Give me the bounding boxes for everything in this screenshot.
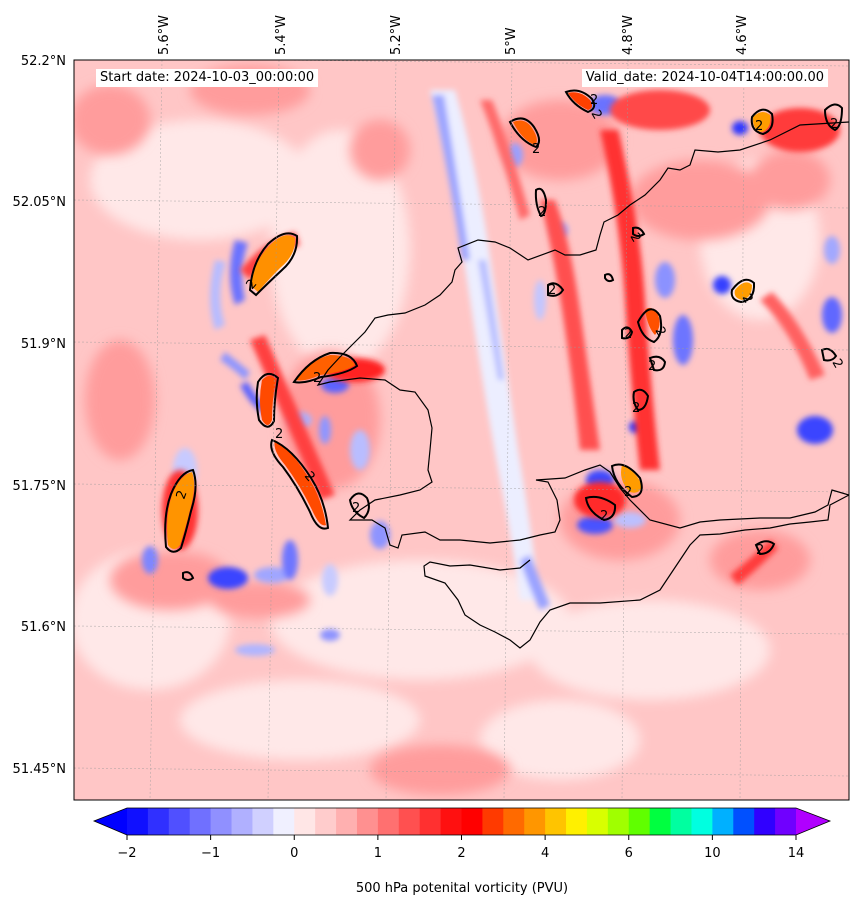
contour-label: 2 — [352, 501, 360, 516]
lat-labels: 52.2°N 52.05°N 51.9°N 51.75°N 51.6°N 51.… — [13, 54, 66, 777]
colorbar-cell — [754, 808, 776, 835]
lon-label: 5.2°W — [389, 15, 404, 55]
colorbar-tick-label: −1 — [201, 846, 220, 861]
colorbar-cell — [628, 808, 651, 835]
contour-label: 2 — [648, 359, 656, 374]
colorbar-tick-label: 6 — [625, 846, 633, 861]
contour-label: 2 — [624, 327, 632, 342]
colorbar-tick-label: 0 — [290, 846, 298, 861]
map-panel: 2 2 2 2 2 2 2 2 2 2 2 2 2 2 2 2 2 2 2 2 … — [74, 60, 849, 800]
contour-label: 2 — [532, 142, 540, 157]
colorbar-cell — [336, 808, 358, 835]
colorbar-ticks: −2 −1 0 1 2 4 6 10 14 — [117, 835, 804, 861]
lon-label: 4.8°W — [621, 15, 636, 55]
contour-label: 2 — [755, 119, 763, 134]
colorbar-cell — [189, 808, 212, 835]
colorbar-tick-label: 4 — [541, 846, 549, 861]
colorbar-cell — [607, 808, 630, 835]
colorbar-cell — [775, 808, 797, 835]
colorbar-cell — [127, 808, 149, 835]
colorbar-cell — [691, 808, 713, 835]
start-date-label: Start date: 2024-10-03_00:00:00 — [96, 69, 319, 87]
colorbar-over-arrow — [796, 808, 830, 835]
pv-contours — [164, 89, 844, 581]
contour-label: 2 — [624, 485, 632, 500]
colorbar-cell — [231, 808, 253, 835]
colorbar-cell — [733, 808, 755, 835]
colorbar-cell — [147, 808, 170, 835]
contour-label: 2 — [632, 401, 640, 416]
colorbar-cell — [210, 808, 233, 835]
colorbar-cell — [586, 808, 609, 835]
colorbar-cells — [127, 808, 797, 835]
colorbar-cell — [252, 808, 274, 835]
map-frame — [73, 59, 850, 801]
lat-label: 51.6°N — [21, 620, 66, 635]
colorbar-cell — [398, 808, 421, 835]
colorbar: −2 −1 0 1 2 4 6 10 14 500 hPa potenital vorticit… — [92, 807, 832, 896]
colorbar-cell — [315, 808, 337, 835]
valid-date-label: Valid_date: 2024-10-04T14:00:00.00 — [581, 69, 828, 87]
lon-label: 4.6°W — [735, 15, 750, 55]
lon-labels: 5.6°W 5.4°W 5.2°W 5°W 4.8°W 4.6°W — [157, 15, 750, 55]
lat-label: 52.05°N — [13, 195, 66, 210]
colorbar-cell — [670, 808, 692, 835]
colorbar-tick-label: 10 — [704, 846, 721, 861]
contour-label: 2 — [590, 93, 598, 108]
contour-label: 2 — [313, 371, 321, 386]
lat-label: 51.75°N — [13, 479, 66, 494]
colorbar-cell — [273, 808, 295, 835]
colorbar-cell — [524, 808, 546, 835]
contour-label: 2 — [756, 543, 764, 558]
colorbar-tick-label: 1 — [374, 846, 382, 861]
colorbar-cell — [440, 808, 462, 835]
colorbar-cell — [168, 808, 191, 835]
contour-label: 2 — [275, 427, 283, 442]
contour-label: 2 — [600, 509, 608, 524]
lat-label: 51.45°N — [13, 762, 66, 777]
colorbar-cell — [419, 808, 442, 835]
gridlines — [74, 60, 849, 800]
contour-label: 2 — [548, 283, 556, 298]
colorbar-cell — [649, 808, 672, 835]
colorbar-tick-label: −2 — [117, 846, 136, 861]
contour-label: 2 — [538, 205, 546, 220]
lat-label: 52.2°N — [21, 54, 66, 69]
coastline — [316, 121, 849, 649]
colorbar-under-arrow — [94, 808, 127, 835]
lon-label: 5.6°W — [157, 15, 172, 55]
lon-label: 5°W — [504, 27, 519, 55]
colorbar-cell — [566, 808, 588, 835]
colorbar-tick-label: 2 — [457, 846, 465, 861]
colorbar-cell — [545, 808, 567, 835]
colorbar-label: 500 hPa potenital vorticity (PVU) — [356, 881, 568, 896]
contour-label: 2 — [830, 117, 838, 132]
lat-label: 51.9°N — [21, 337, 66, 352]
pv-field-pale — [74, 120, 820, 780]
colorbar-cell — [356, 808, 379, 835]
colorbar-cell — [503, 808, 525, 835]
colorbar-cell — [377, 808, 400, 835]
pv-field-max — [167, 92, 771, 549]
colorbar-cell — [461, 808, 483, 835]
colorbar-cell — [712, 808, 734, 835]
pv-field-moderate — [74, 65, 830, 795]
lon-label: 5.4°W — [274, 15, 289, 55]
colorbar-cell — [482, 808, 504, 835]
colorbar-tick-label: 14 — [788, 846, 805, 861]
colorbar-cell — [294, 808, 316, 835]
